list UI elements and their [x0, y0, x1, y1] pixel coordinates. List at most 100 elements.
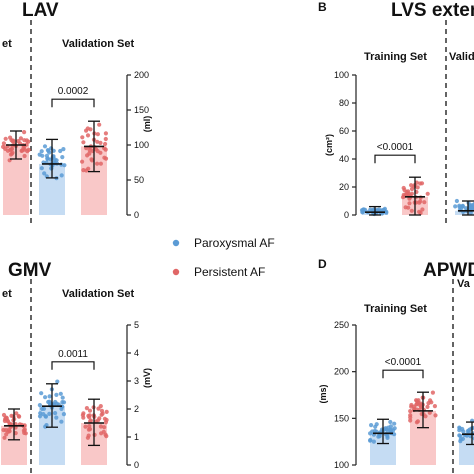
- data-point: [382, 208, 387, 213]
- legend-marker-persistent: [172, 268, 180, 276]
- data-point: [103, 147, 108, 152]
- data-point: [422, 200, 427, 205]
- data-point: [41, 406, 47, 411]
- data-point: [371, 439, 376, 444]
- data-point: [95, 161, 100, 166]
- data-point: [39, 149, 44, 154]
- y-tick-label: 150: [334, 413, 349, 423]
- set-label: Valid: [449, 51, 474, 63]
- data-point: [47, 411, 52, 416]
- data-point: [46, 148, 51, 153]
- data-point: [97, 122, 102, 127]
- panel-D: D APWD Training Set Va 100 150 200 250 (ms) <0.00…: [318, 257, 474, 474]
- data-point: [469, 206, 474, 211]
- data-point: [432, 404, 437, 409]
- data-point: [3, 146, 8, 151]
- p-value: <0.0001: [385, 357, 422, 368]
- data-point: [99, 408, 105, 413]
- data-point: [460, 436, 465, 441]
- data-point: [26, 147, 31, 152]
- data-point: [42, 144, 48, 149]
- data-point: [88, 127, 93, 132]
- data-point: [359, 208, 365, 213]
- panel-title: LVS extent: [391, 0, 474, 21]
- p-value: 0.0011: [58, 349, 88, 360]
- y-tick-label: 40: [339, 154, 349, 164]
- y-tick-label: 200: [134, 70, 149, 80]
- data-point: [1, 427, 6, 433]
- data-point: [54, 392, 59, 397]
- data-point: [103, 156, 109, 161]
- data-point: [368, 438, 373, 443]
- data-point: [22, 130, 27, 135]
- y-tick-label: 0: [344, 210, 349, 220]
- y-tick-label: 100: [334, 70, 349, 80]
- data-point: [465, 429, 470, 434]
- data-point: [60, 395, 65, 400]
- data-point: [46, 399, 51, 405]
- significance-bracket: [382, 369, 424, 379]
- y-axis-label: (ms): [318, 384, 328, 403]
- set-label: Va: [457, 278, 471, 290]
- data-point: [5, 419, 10, 424]
- y-tick-label: 1: [134, 432, 139, 442]
- data-point: [374, 422, 379, 427]
- data-point: [58, 148, 63, 154]
- data-point: [24, 138, 29, 143]
- data-point: [425, 404, 430, 409]
- panel-B: B LVS extent Training Set Valid 0 20 40 60 80 100…: [318, 0, 474, 224]
- data-point: [98, 161, 103, 166]
- y-tick-label: 0: [134, 210, 139, 220]
- data-point: [376, 434, 381, 439]
- data-point: [426, 401, 431, 406]
- y-tick-label: 50: [134, 175, 144, 185]
- y-axis-label: (cm²): [324, 134, 334, 156]
- panel-letter: D: [318, 257, 327, 271]
- data-point: [61, 147, 66, 152]
- data-point: [85, 435, 90, 440]
- data-point: [101, 429, 106, 434]
- data-point: [37, 403, 43, 408]
- data-point: [418, 199, 423, 204]
- data-point: [459, 206, 464, 211]
- data-point: [408, 415, 413, 420]
- data-point: [391, 428, 396, 433]
- data-point: [3, 136, 8, 141]
- data-point: [87, 415, 92, 420]
- data-point: [39, 166, 44, 171]
- data-point: [418, 210, 423, 216]
- y-tick-label: 80: [339, 98, 349, 108]
- data-point: [408, 409, 413, 414]
- data-point: [20, 148, 25, 153]
- set-label: Validation Set: [62, 288, 134, 300]
- y-tick-label: 2: [134, 404, 139, 414]
- data-point: [400, 195, 406, 200]
- data-point: [98, 140, 103, 145]
- data-point: [54, 415, 59, 420]
- data-point: [409, 208, 414, 213]
- panel-A: LAV et Validation Set 0 50 100 150 200 (ml) 0.000…: [1, 0, 152, 224]
- data-point: [86, 166, 91, 171]
- data-point: [80, 135, 85, 140]
- data-point: [44, 423, 49, 428]
- data-point: [61, 400, 67, 405]
- data-point: [47, 394, 52, 399]
- y-tick-label: 4: [134, 348, 139, 358]
- data-point: [81, 140, 86, 145]
- data-point: [87, 408, 93, 413]
- data-point: [59, 419, 64, 424]
- data-point: [419, 181, 425, 186]
- data-point: [18, 136, 23, 141]
- legend-label-paroxysmal: Paroxysmal AF: [194, 236, 275, 250]
- significance-bracket: [51, 361, 95, 370]
- significance-bracket: [51, 98, 95, 108]
- y-tick-label: 150: [134, 105, 149, 115]
- data-point: [414, 180, 419, 185]
- data-point: [454, 198, 459, 204]
- data-point: [407, 201, 412, 206]
- data-point: [10, 146, 15, 152]
- data-point: [363, 207, 368, 212]
- data-point: [98, 150, 103, 155]
- data-point: [103, 131, 108, 136]
